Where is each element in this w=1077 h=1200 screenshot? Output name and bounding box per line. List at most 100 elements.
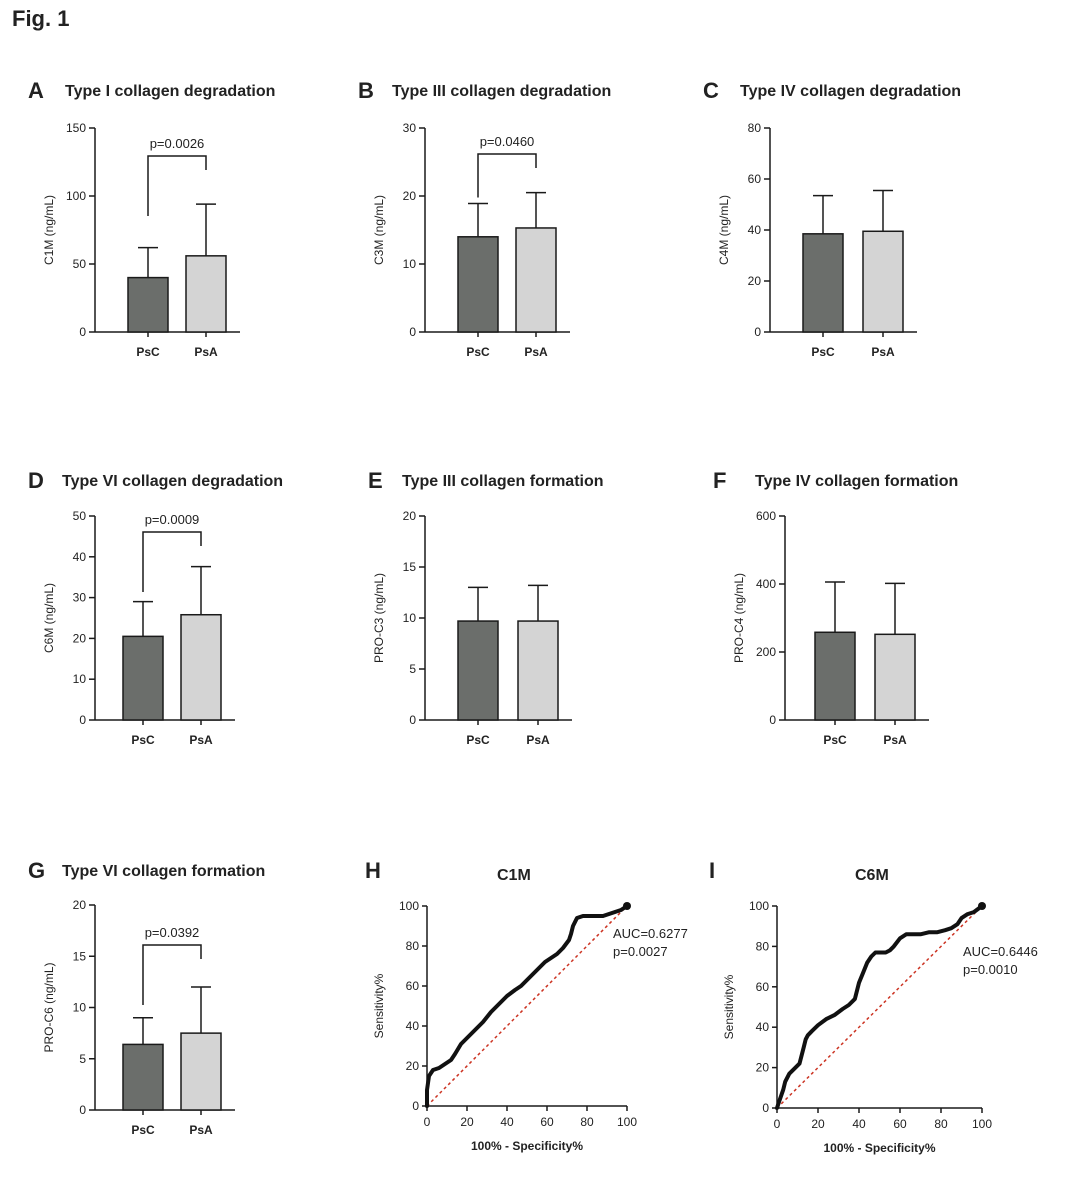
panel-c-x-tick-label: PsC — [811, 345, 835, 359]
panel-f-bar-psc — [814, 631, 856, 721]
panel-h-x-tick-label: 0 — [424, 1115, 431, 1129]
panel-b-chart: B Type III collagen degradation 0 10 20 30 C3M… — [358, 78, 611, 359]
panel-f-letter: F — [713, 468, 726, 493]
panel-e-bar-psc — [457, 620, 499, 721]
panel-e-y-tick-label: 0 — [409, 713, 416, 727]
panel-b-bar-psc — [457, 236, 499, 333]
panel-b-x-tick-label: PsC — [466, 345, 490, 359]
panel-e-y-tick-label: 15 — [403, 560, 417, 574]
panel-g-p-value: p=0.0392 — [145, 925, 200, 940]
panel-d-x-tick-label: PsC — [131, 733, 155, 747]
panel-c-y-tick-label: 20 — [748, 274, 762, 288]
panel-c-y-tick-label: 60 — [748, 172, 762, 186]
panel-c-y-tick-label: 0 — [754, 325, 761, 339]
panel-b-y-label: C3M (ng/mL) — [372, 195, 386, 265]
panel-g-significance-bracket — [142, 944, 202, 1005]
panel-i-roc-curve — [775, 904, 984, 1110]
panel-a-bar-psc — [127, 276, 169, 333]
panel-i-y-tick-label: 100 — [749, 899, 769, 913]
panel-d-letter: D — [28, 468, 44, 493]
panel-g-y-tick-label: 15 — [73, 949, 87, 963]
panel-c-y-tick-label: 80 — [748, 121, 762, 135]
panel-f-y-tick-label: 400 — [756, 577, 776, 591]
panel-h-roc: H C1M 0 20 40 60 80 100 0 20 40 60 80 100 Sensitivity%… — [365, 858, 688, 1153]
panel-b-x-tick-label: PsA — [524, 345, 548, 359]
panel-b-y-tick-label: 30 — [403, 121, 417, 135]
panel-g-title: Type VI collagen formation — [62, 863, 265, 880]
panel-a-chart: A Type I collagen degradation 0 50 100 150 C1M… — [28, 78, 275, 359]
panel-a-y-tick-label: 150 — [66, 121, 86, 135]
panel-i-roc: I C6M 0 20 40 60 80 100 0 20 40 60 80 100 Sensitivity%… — [709, 858, 1038, 1155]
panel-h-x-tick-label: 40 — [500, 1115, 514, 1129]
panel-f-y-tick-label: 200 — [756, 645, 776, 659]
panel-d-y-tick-label: 10 — [73, 672, 87, 686]
panel-d-y-tick-label: 40 — [73, 550, 87, 564]
panel-i-x-label: 100% - Specificity% — [823, 1141, 935, 1155]
panel-g-x-tick-label: PsA — [189, 1123, 213, 1137]
panel-c-y-label: C4M (ng/mL) — [717, 195, 731, 265]
panel-d-p-value: p=0.0009 — [145, 512, 200, 527]
panel-b-title: Type III collagen degradation — [392, 83, 611, 100]
panel-c-x-tick-label: PsA — [871, 345, 895, 359]
panel-f-chart: F Type IV collagen formation 0 200 400 600 PRO… — [713, 468, 958, 747]
panel-h-x-tick-label: 60 — [540, 1115, 554, 1129]
panel-g-x-tick-label: PsC — [131, 1123, 155, 1137]
panel-h-roc-endpoint — [623, 902, 631, 910]
panel-h-reference-line — [426, 905, 628, 1107]
panel-i-title: C6M — [855, 867, 889, 884]
panel-e-y-tick-label: 10 — [403, 611, 417, 625]
panel-g-y-tick-label: 5 — [79, 1052, 86, 1066]
panel-i-p-value: p=0.0010 — [963, 962, 1018, 977]
panel-d-chart: D Type VI collagen degradation 0 10 20 30 40 50… — [28, 468, 283, 747]
panel-a-bar-psa — [185, 255, 227, 333]
panel-f-bar-psa — [874, 633, 916, 721]
panel-d-title: Type VI collagen degradation — [62, 473, 283, 490]
panel-a-y-tick-label: 50 — [73, 257, 87, 271]
panel-i-y-tick-label: 40 — [756, 1020, 770, 1034]
panel-d-y-tick-label: 20 — [73, 631, 87, 645]
panel-h-y-tick-label: 20 — [406, 1059, 420, 1073]
panel-i-y-tick-label: 0 — [762, 1101, 769, 1115]
panel-e-x-tick-label: PsA — [526, 733, 550, 747]
panel-a-x-tick-label: PsC — [136, 345, 160, 359]
panel-f-title: Type IV collagen formation — [755, 473, 958, 490]
panel-h-p-value: p=0.0027 — [613, 944, 668, 959]
panel-i-x-tick-label: 60 — [893, 1117, 907, 1131]
panel-a-y-tick-label: 0 — [79, 325, 86, 339]
panel-h-y-tick-label: 40 — [406, 1019, 420, 1033]
panel-b-p-value: p=0.0460 — [480, 134, 535, 149]
panel-e-letter: E — [368, 468, 383, 493]
panel-h-x-label: 100% - Specificity% — [471, 1139, 583, 1153]
panel-i-x-tick-label: 40 — [852, 1117, 866, 1131]
panel-h-roc-curve — [425, 904, 629, 1108]
panel-b-y-tick-label: 20 — [403, 189, 417, 203]
panel-f-y-label: PRO-C4 (ng/mL) — [732, 573, 746, 663]
figure-title: Fig. 1 — [12, 6, 70, 31]
panel-a-y-tick-label: 100 — [66, 189, 86, 203]
panel-h-y-tick-label: 0 — [412, 1099, 419, 1113]
panel-h-y-tick-label: 60 — [406, 979, 420, 993]
panel-g-bar-psa — [180, 1032, 222, 1111]
panel-b-letter: B — [358, 78, 374, 103]
panel-a-title: Type I collagen degradation — [65, 83, 275, 100]
panel-g-letter: G — [28, 858, 45, 883]
panel-h-x-tick-label: 100 — [617, 1115, 637, 1129]
panel-h-auc: AUC=0.6277 — [613, 926, 688, 941]
panel-e-y-tick-label: 5 — [409, 662, 416, 676]
panel-h-y-tick-label: 100 — [399, 899, 419, 913]
panel-e-title: Type III collagen formation — [402, 473, 604, 490]
panel-i-x-tick-label: 80 — [934, 1117, 948, 1131]
panel-e-x-tick-label: PsC — [466, 733, 490, 747]
panel-h-title: C1M — [497, 867, 531, 884]
panel-a-letter: A — [28, 78, 44, 103]
panel-b-y-tick-label: 10 — [403, 257, 417, 271]
panel-h-letter: H — [365, 858, 381, 883]
panel-f-x-tick-label: PsA — [883, 733, 907, 747]
panel-g-chart: G Type VI collagen formation 0 5 10 15 20 PRO-C… — [28, 858, 265, 1137]
panel-g-y-label: PRO-C6 (ng/mL) — [42, 962, 56, 1052]
panel-a-significance-bracket — [147, 155, 207, 216]
panel-c-letter: C — [703, 78, 719, 103]
panel-g-y-tick-label: 0 — [79, 1103, 86, 1117]
panel-i-auc: AUC=0.6446 — [963, 944, 1038, 959]
panel-c-bar-psc — [802, 233, 844, 333]
